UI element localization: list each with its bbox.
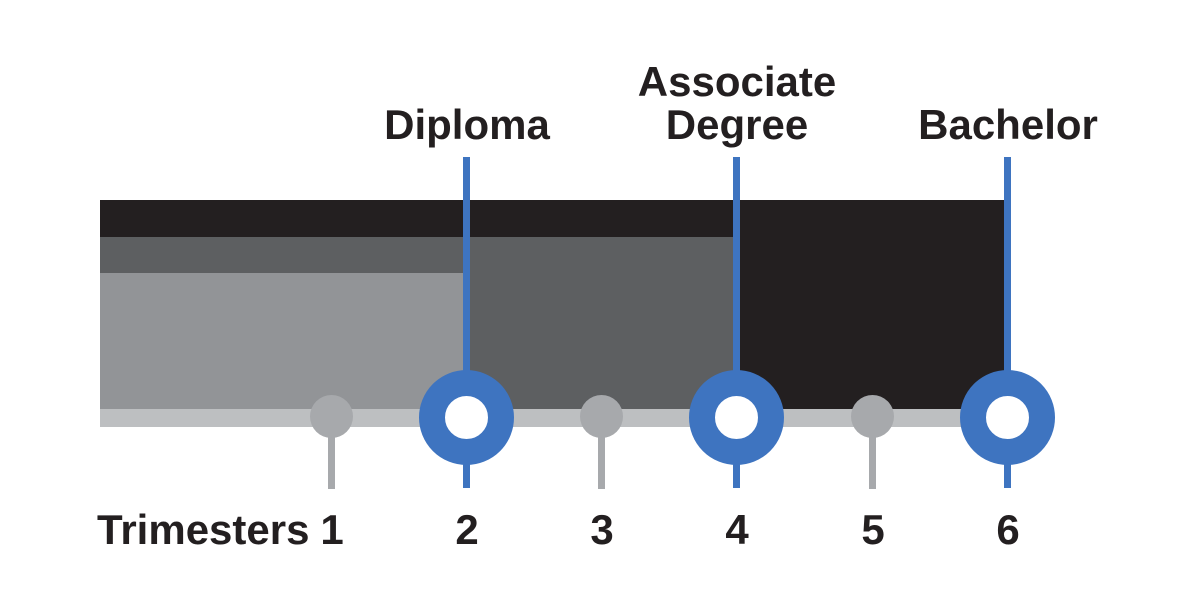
milestone-line-bachelor: [1004, 157, 1011, 488]
trimester-3-dot: [580, 395, 623, 438]
milestone-label-associate-line2: Degree: [665, 101, 809, 148]
trimester-5-dot: [851, 395, 894, 438]
axis-label-trimesters: Trimesters: [97, 506, 310, 553]
milestone-label-associate-line1: Associate: [637, 58, 837, 105]
milestone-donut-diploma: [419, 370, 514, 465]
trimester-5-stem: [869, 425, 876, 489]
tick-label-3: 3: [590, 506, 614, 553]
tick-label-2: 2: [455, 506, 479, 553]
milestone-label-bachelor: Bachelor: [918, 101, 1098, 148]
milestone-line-associate-degree: [733, 157, 740, 488]
tick-label-5: 5: [861, 506, 885, 553]
diploma-duration-bar: [100, 273, 467, 409]
milestone-label-diploma: Diploma: [384, 101, 550, 148]
trimester-3-stem: [598, 425, 605, 489]
milestone-donut-associate-degree: [689, 370, 784, 465]
trimester-1-stem: [328, 425, 335, 489]
tick-label-1: 1: [320, 506, 344, 553]
milestone-donut-bachelor: [960, 370, 1055, 465]
tick-label-4: 4: [725, 506, 749, 553]
tick-label-6: 6: [996, 506, 1020, 553]
milestone-label-associate-degree: Associate Degree: [638, 60, 836, 146]
trimester-1-dot: [310, 395, 353, 438]
milestone-line-diploma: [463, 157, 470, 488]
